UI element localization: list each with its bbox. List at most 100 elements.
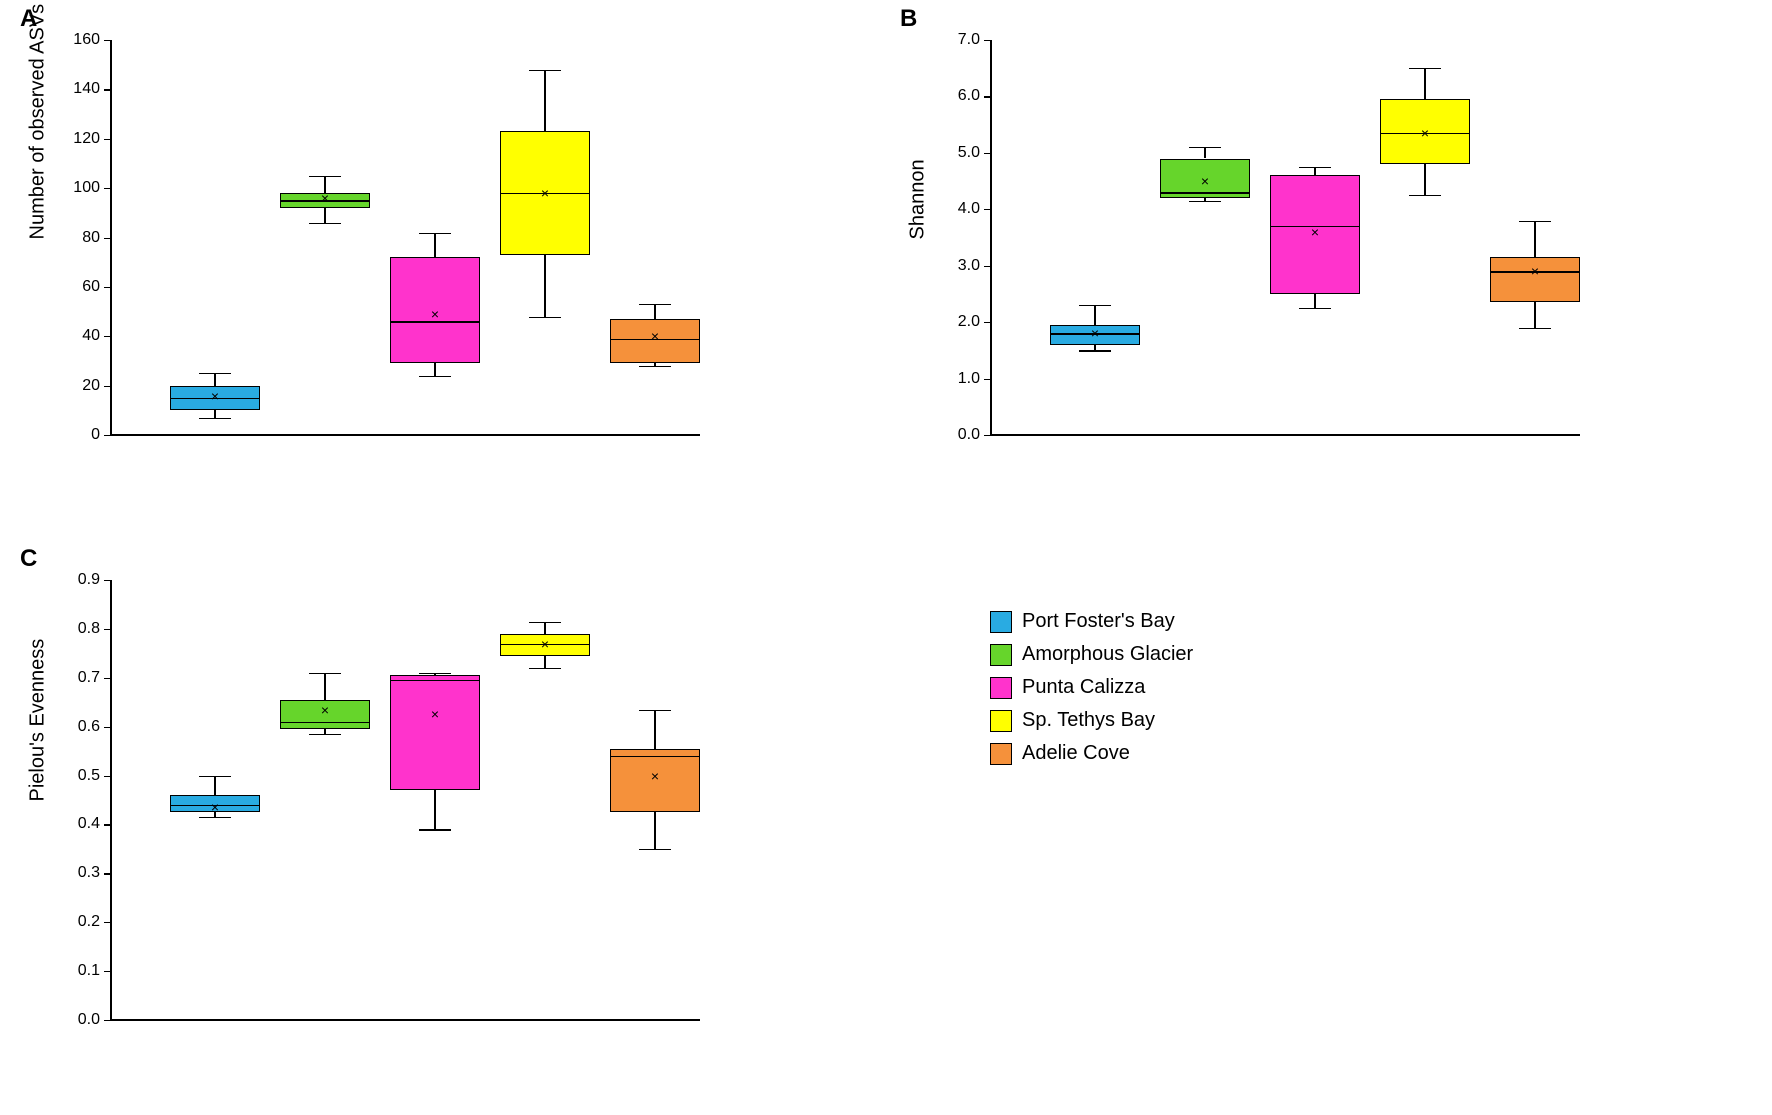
- whisker-cap-upper: [639, 304, 671, 305]
- y-tick-label: 140: [56, 80, 100, 98]
- y-tick-label: 0.6: [56, 718, 100, 736]
- whisker-upper: [214, 776, 215, 796]
- mean-marker: ×: [321, 703, 329, 717]
- mean-marker: ×: [651, 329, 659, 343]
- whisker-upper: [214, 373, 215, 385]
- y-tick-label: 160: [56, 31, 100, 49]
- y-tick-label: 3.0: [936, 257, 980, 275]
- y-tick-label: 0.9: [56, 571, 100, 589]
- median-line: [1160, 192, 1250, 193]
- whisker-lower: [1424, 164, 1425, 195]
- y-tick: [104, 188, 110, 189]
- whisker-upper: [434, 233, 435, 258]
- whisker-cap-lower: [1519, 328, 1551, 329]
- whisker-cap-lower: [419, 376, 451, 377]
- legend-row-adelie: Adelie Cove: [990, 742, 1193, 765]
- y-tick-label: 80: [56, 229, 100, 247]
- y-tick-label: 7.0: [936, 31, 980, 49]
- mean-marker: ×: [1201, 174, 1209, 188]
- median-line: [280, 722, 370, 723]
- y-tick-label: 1.0: [936, 370, 980, 388]
- whisker-lower: [434, 790, 435, 829]
- legend-row-tethys: Sp. Tethys Bay: [990, 709, 1193, 732]
- whisker-cap-upper: [639, 710, 671, 711]
- mean-marker: ×: [541, 637, 549, 651]
- panel-B: B0.01.02.03.04.05.06.07.0Shannon×××××: [890, 5, 1610, 475]
- whisker-cap-lower: [1299, 308, 1331, 309]
- y-tick: [984, 153, 990, 154]
- y-tick-label: 4.0: [936, 200, 980, 218]
- legend-swatch: [990, 677, 1012, 699]
- whisker-cap-upper: [1189, 147, 1221, 148]
- whisker-cap-upper: [529, 70, 561, 71]
- x-axis: [110, 1019, 700, 1021]
- y-tick: [104, 580, 110, 581]
- y-tick-label: 0.0: [56, 1011, 100, 1029]
- y-tick-label: 0.7: [56, 669, 100, 687]
- mean-marker: ×: [1531, 264, 1539, 278]
- y-tick: [984, 266, 990, 267]
- whisker-upper: [1204, 147, 1205, 158]
- whisker-upper: [544, 622, 545, 634]
- legend-label: Adelie Cove: [1022, 742, 1130, 765]
- y-tick: [104, 727, 110, 728]
- whisker-cap-lower: [309, 223, 341, 224]
- mean-marker: ×: [211, 800, 219, 814]
- legend: Port Foster's BayAmorphous GlacierPunta …: [990, 610, 1193, 775]
- whisker-upper: [544, 70, 545, 132]
- mean-marker: ×: [1421, 126, 1429, 140]
- y-tick: [104, 336, 110, 337]
- y-tick-label: 0.0: [936, 426, 980, 444]
- y-tick: [104, 776, 110, 777]
- y-tick-label: 20: [56, 377, 100, 395]
- mean-marker: ×: [541, 186, 549, 200]
- whisker-cap-upper: [1299, 167, 1331, 168]
- whisker-cap-upper: [199, 776, 231, 777]
- y-tick: [984, 322, 990, 323]
- whisker-lower: [1314, 294, 1315, 308]
- whisker-cap-upper: [419, 673, 451, 674]
- y-tick: [984, 96, 990, 97]
- whisker-lower: [544, 656, 545, 668]
- legend-row-punta: Punta Calizza: [990, 676, 1193, 699]
- y-tick: [984, 40, 990, 41]
- whisker-lower: [654, 812, 655, 849]
- y-tick-label: 100: [56, 179, 100, 197]
- mean-marker: ×: [431, 707, 439, 721]
- y-tick: [984, 435, 990, 436]
- x-axis: [990, 434, 1580, 436]
- whisker-cap-lower: [639, 849, 671, 850]
- legend-swatch: [990, 611, 1012, 633]
- whisker-lower: [214, 410, 215, 417]
- mean-marker: ×: [431, 307, 439, 321]
- whisker-lower: [324, 208, 325, 223]
- y-tick-label: 0: [56, 426, 100, 444]
- whisker-upper: [654, 304, 655, 319]
- x-axis: [110, 434, 700, 436]
- panel-label-C: C: [20, 545, 37, 573]
- y-tick-label: 5.0: [936, 144, 980, 162]
- panel-label-B: B: [900, 5, 917, 33]
- whisker-cap-lower: [1409, 195, 1441, 196]
- box-punta: [390, 675, 480, 790]
- whisker-upper: [1094, 305, 1095, 325]
- y-tick: [104, 386, 110, 387]
- y-tick: [984, 209, 990, 210]
- legend-row-port: Port Foster's Bay: [990, 610, 1193, 633]
- y-tick: [104, 89, 110, 90]
- y-tick-label: 0.5: [56, 767, 100, 785]
- y-tick: [104, 824, 110, 825]
- whisker-cap-upper: [529, 622, 561, 623]
- whisker-upper: [654, 710, 655, 749]
- mean-marker: ×: [211, 389, 219, 403]
- y-tick-label: 40: [56, 327, 100, 345]
- y-tick: [104, 435, 110, 436]
- whisker-cap-lower: [309, 734, 341, 735]
- legend-swatch: [990, 743, 1012, 765]
- y-tick-label: 0.4: [56, 815, 100, 833]
- mean-marker: ×: [1091, 326, 1099, 340]
- y-tick-label: 0.2: [56, 913, 100, 931]
- y-tick: [104, 873, 110, 874]
- median-line: [390, 680, 480, 681]
- y-axis: [110, 580, 112, 1020]
